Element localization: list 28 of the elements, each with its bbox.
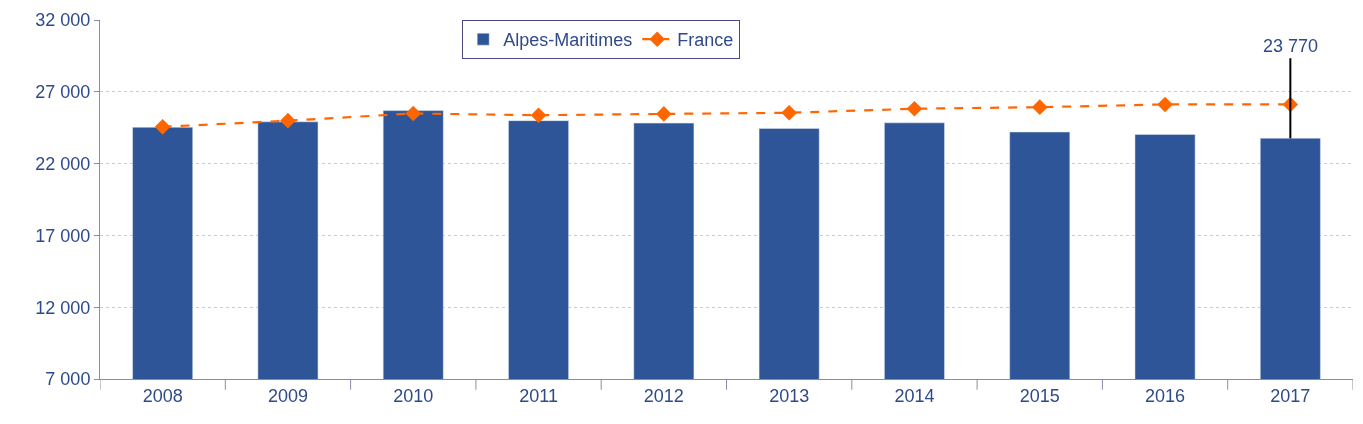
point bbox=[906, 100, 923, 117]
x-tick-label: 2010 bbox=[393, 385, 434, 406]
annotation: 23 770 bbox=[1263, 36, 1319, 56]
y-tick-label: 27 000 bbox=[35, 82, 91, 103]
x-tick-label: 2012 bbox=[643, 385, 684, 406]
point bbox=[781, 104, 797, 121]
y-tick-label: 17 000 bbox=[35, 225, 91, 246]
y-tick-label: 7 000 bbox=[45, 369, 91, 390]
point bbox=[1157, 96, 1173, 113]
x-tick-label: 2017 bbox=[1270, 385, 1311, 406]
legend-label: France bbox=[677, 30, 734, 51]
point bbox=[530, 107, 547, 124]
point bbox=[154, 119, 171, 135]
x-tick-label: 2008 bbox=[142, 385, 183, 406]
x-tick-label: 2011 bbox=[519, 385, 558, 406]
y-tick-label: 22 000 bbox=[35, 153, 91, 174]
y-tick-label: 12 000 bbox=[35, 297, 91, 318]
x-tick-label: 2014 bbox=[894, 385, 935, 406]
x-tick-label: 2015 bbox=[1019, 385, 1060, 406]
x-tick-label: 2013 bbox=[769, 385, 810, 406]
x-tick-label: 2009 bbox=[267, 385, 308, 406]
point bbox=[280, 112, 296, 129]
point bbox=[1031, 99, 1048, 115]
x-tick-label: 2016 bbox=[1145, 385, 1186, 406]
point bbox=[405, 105, 422, 122]
y-tick-label: 32 000 bbox=[35, 10, 91, 31]
point bbox=[656, 106, 672, 122]
legend-label: Alpes-Maritimes bbox=[503, 30, 633, 51]
